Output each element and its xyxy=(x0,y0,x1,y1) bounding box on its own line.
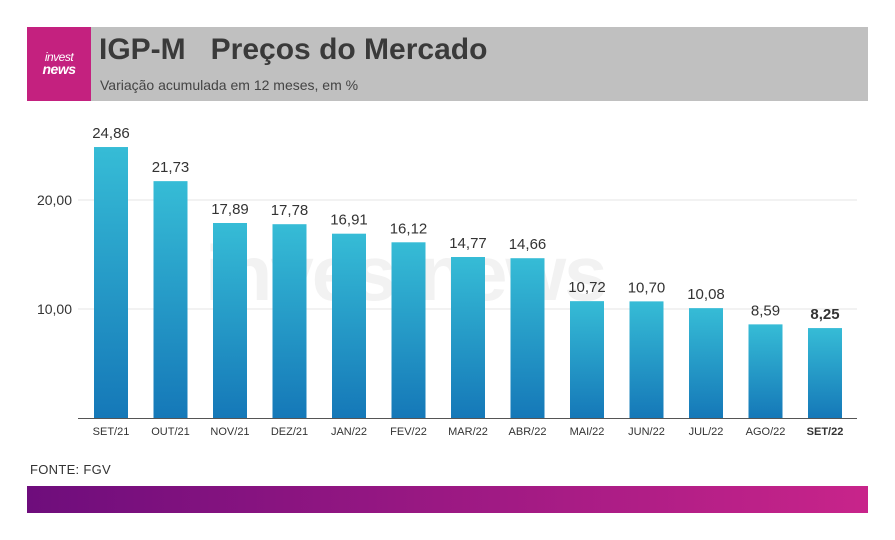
y-axis-ticks: 10,00 20,00 xyxy=(37,192,72,317)
bar xyxy=(808,328,842,418)
data-label: 10,72 xyxy=(568,279,606,296)
bar xyxy=(451,257,485,418)
x-tick-label: MAR/22 xyxy=(448,426,488,438)
data-label: 16,12 xyxy=(390,220,428,237)
x-tick-label: SET/21 xyxy=(93,426,130,438)
data-label: 8,25 xyxy=(810,306,839,323)
bar xyxy=(213,222,247,418)
data-label: 8,59 xyxy=(751,302,780,319)
x-tick-label: AGO/22 xyxy=(746,426,786,438)
x-tick-label: DEZ/21 xyxy=(271,426,308,438)
bar xyxy=(570,301,604,418)
chart-subtitle: Variação acumulada em 12 meses, em % xyxy=(100,77,359,93)
data-label: 14,66 xyxy=(509,236,547,253)
x-tick-label: FEV/22 xyxy=(390,426,427,438)
header-banner: invest news IGP-M Preços do Mercado Vari… xyxy=(27,27,868,101)
chart-title: IGP-M Preços do Mercado xyxy=(99,33,488,66)
source-note: FONTE: FGV xyxy=(30,462,111,477)
bar xyxy=(629,301,664,418)
bar xyxy=(391,242,426,418)
data-label: 17,78 xyxy=(271,202,309,219)
data-labels: 24,86 21,73 17,89 17,78 16,91 16,12 14,77 14,66… xyxy=(92,125,839,323)
logo-text-news: news xyxy=(42,61,76,77)
bar xyxy=(272,224,307,418)
data-label: 10,08 xyxy=(687,286,725,303)
bar xyxy=(332,233,366,418)
x-tick-label: NOV/21 xyxy=(210,426,249,438)
x-tick-label: JUN/22 xyxy=(628,426,665,438)
x-axis-ticks: SET/21 OUT/21 NOV/21 DEZ/21 JAN/22 FEV/22 MAR/… xyxy=(93,426,844,438)
y-tick-label: 20,00 xyxy=(37,192,72,208)
logo-text-invest: invest xyxy=(44,50,74,64)
x-tick-label: JUL/22 xyxy=(689,426,724,438)
data-label: 21,73 xyxy=(152,159,190,176)
investnews-logo: invest news xyxy=(27,27,91,101)
bar xyxy=(748,324,783,418)
data-label: 24,86 xyxy=(92,125,130,142)
x-tick-label: OUT/21 xyxy=(151,426,190,438)
x-tick-label: JAN/22 xyxy=(331,426,367,438)
bar xyxy=(689,308,723,418)
y-tick-label: 10,00 xyxy=(37,301,72,317)
bars xyxy=(94,147,842,418)
data-label: 14,77 xyxy=(449,235,487,252)
footer-bar xyxy=(27,486,868,513)
bar xyxy=(510,258,545,418)
data-label: 10,70 xyxy=(628,279,666,296)
bar xyxy=(94,147,128,418)
data-label: 17,89 xyxy=(211,201,249,218)
x-tick-label: MAI/22 xyxy=(570,426,605,438)
x-tick-label: ABR/22 xyxy=(509,426,547,438)
x-tick-label: SET/22 xyxy=(807,426,844,438)
bar xyxy=(153,181,188,418)
data-label: 16,91 xyxy=(330,212,368,229)
